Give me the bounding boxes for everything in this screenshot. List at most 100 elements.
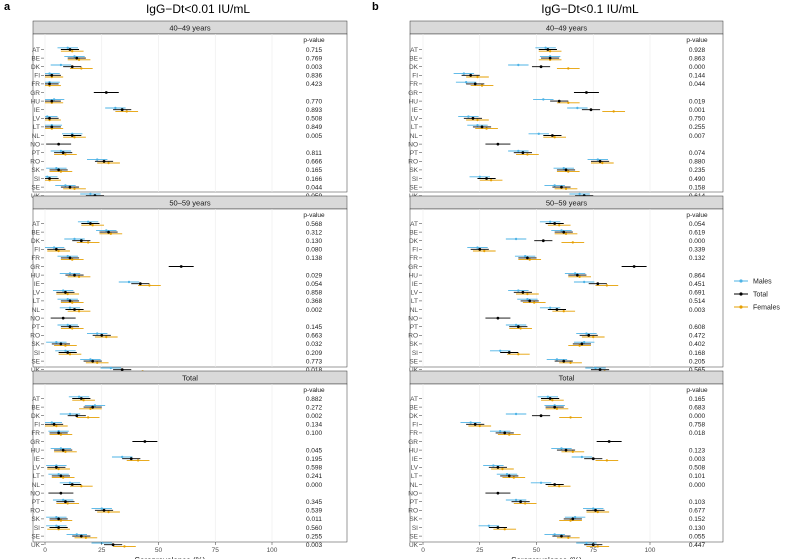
point-total-a-1-FI: [54, 247, 58, 251]
point-females-b-2-FR: [508, 433, 511, 436]
pvalue-a-0-DK: 0.003: [306, 64, 323, 71]
pvalue-a-0-RO: 0.666: [306, 159, 323, 166]
point-females-a-2-HU: [64, 450, 67, 453]
point-females-b-0-AT: [548, 50, 552, 53]
point-females-b-2-LT: [512, 476, 515, 479]
point-total-a-1-FR: [68, 256, 72, 260]
point-males-a-0-AT: [66, 46, 69, 49]
point-females-b-2-SK: [569, 519, 572, 522]
point-males-a-2-LT: [57, 473, 60, 476]
point-total-b-1-IE: [596, 282, 600, 286]
pvalue-a-1-NL: 0.002: [306, 307, 323, 314]
country-label-a-0-IE: IE: [34, 107, 41, 114]
facet-panel-a-2: [32, 383, 348, 543]
country-label-b-1-SI: SI: [412, 350, 418, 357]
country-label-b-1-FI: FI: [412, 247, 418, 254]
pvalue-b-0-SE: 0.158: [689, 184, 706, 191]
point-females-b-2-HU: [571, 450, 575, 453]
point-males-b-1-IE: [582, 280, 586, 284]
point-total-b-2-SE: [560, 534, 563, 538]
point-females-a-1-BE: [109, 232, 113, 235]
point-total-a-0-AT: [68, 48, 72, 51]
point-males-a-1-IE: [127, 280, 131, 284]
point-total-b-2-PT: [519, 500, 523, 504]
pvalue-b-1-HU: 0.864: [689, 272, 706, 279]
country-label-a-1-BE: BE: [31, 229, 40, 236]
pvalue-a-0-FR: 0.423: [306, 81, 323, 88]
point-females-a-1-SK: [64, 344, 67, 347]
country-label-b-2-FR: FR: [409, 430, 418, 437]
pvalue-a-1-FI: 0.080: [306, 247, 323, 254]
point-females-a-1-NL: [77, 310, 81, 313]
pvalue-a-0-PT: 0.811: [306, 150, 322, 157]
point-males-b-1-BE: [560, 229, 563, 232]
point-females-b-2-BE: [555, 407, 559, 410]
pvalue-a-1-UK: 0.018: [306, 367, 323, 374]
point-males-a-0-FI: [48, 72, 51, 75]
point-males-a-2-HU: [59, 447, 63, 450]
country-label-a-2-SE: SE: [31, 533, 40, 540]
point-total-a-2-FI: [52, 422, 56, 426]
point-total-b-0-FI: [469, 73, 473, 77]
point-females-b-1-PT: [519, 327, 522, 330]
point-total-b-0-IE: [589, 108, 593, 112]
point-total-a-0-NO: [57, 142, 61, 146]
country-label-b-0-IE: IE: [412, 107, 419, 114]
point-total-b-1-DK: [541, 239, 545, 243]
point-males-a-0-LV: [46, 115, 49, 118]
point-males-b-0-SI: [478, 175, 481, 178]
pvalue-header-a-0: p-value: [303, 37, 325, 44]
country-label-a-0-BE: BE: [31, 55, 40, 62]
point-females-a-2-SE: [84, 536, 88, 539]
pvalue-b-0-SI: 0.490: [689, 176, 706, 183]
pvalue-b-0-NL: 0.007: [689, 133, 706, 140]
point-total-a-0-LV: [48, 116, 51, 120]
country-label-a-0-SK: SK: [31, 167, 40, 174]
country-label-a-1-DK: DK: [31, 238, 41, 245]
country-label-a-0-SE: SE: [31, 184, 40, 191]
point-males-b-0-NL: [537, 132, 540, 135]
point-females-b-1-DK: [571, 241, 575, 244]
pvalue-b-2-UK: 0.447: [689, 542, 706, 549]
country-label-a-2-IE: IE: [34, 456, 41, 463]
country-label-a-1-LT: LT: [33, 298, 40, 305]
pvalue-header-b-0: p-value: [686, 37, 708, 44]
point-males-a-2-PT: [61, 498, 65, 502]
country-label-b-1-BE: BE: [409, 229, 418, 236]
point-females-a-1-LV: [66, 292, 69, 296]
point-total-b-0-DK: [539, 65, 543, 69]
point-total-b-0-LV: [471, 116, 475, 120]
point-males-b-1-LV: [517, 289, 520, 292]
point-males-b-1-RO: [585, 332, 588, 335]
point-total-a-1-DK: [79, 239, 83, 243]
country-label-a-1-GR: GR: [30, 264, 40, 271]
pvalue-b-1-SI: 0.168: [689, 350, 706, 357]
country-label-b-1-RO: RO: [408, 333, 418, 340]
point-females-b-2-FI: [478, 424, 481, 428]
point-males-a-2-SK: [55, 516, 58, 519]
country-label-a-2-DK: DK: [31, 413, 41, 420]
pvalue-a-2-RO: 0.539: [306, 508, 323, 515]
point-males-b-0-UK: [578, 192, 581, 196]
pvalue-a-0-SI: 0.166: [306, 176, 323, 183]
panel-title-b: IgG−Dt<0.1 IU/mL: [541, 2, 639, 16]
point-total-a-2-RO: [102, 508, 106, 512]
point-females-a-2-FR: [59, 433, 63, 436]
point-total-b-0-RO: [598, 159, 602, 163]
country-label-a-1-NO: NO: [30, 315, 40, 322]
point-total-b-2-BE: [553, 405, 557, 409]
pvalue-b-2-FI: 0.758: [689, 422, 706, 429]
pvalue-b-1-DK: 0.000: [689, 238, 706, 245]
country-label-b-2-PT: PT: [410, 499, 418, 506]
facet-label-a-2: Total: [182, 374, 198, 383]
country-label-b-0-NL: NL: [410, 133, 419, 140]
point-males-b-0-IE: [576, 106, 579, 110]
country-label-a-1-FI: FI: [34, 247, 40, 254]
country-label-a-0-FR: FR: [31, 81, 40, 88]
point-females-b-2-DK: [569, 416, 572, 419]
x-tick-label-a-25: 25: [98, 547, 106, 554]
pvalue-a-2-SE: 0.255: [306, 533, 323, 540]
country-label-b-1-NO: NO: [408, 315, 418, 322]
point-total-a-0-FR: [48, 82, 51, 86]
point-total-a-1-AT: [89, 222, 92, 225]
